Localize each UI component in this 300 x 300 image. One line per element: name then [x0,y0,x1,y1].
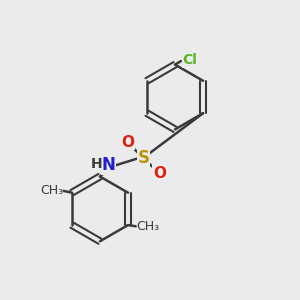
Text: N: N [102,156,116,174]
Text: S: S [137,149,149,167]
Text: O: O [121,134,134,149]
Text: CH₃: CH₃ [136,220,159,233]
Text: O: O [153,166,166,181]
Text: Cl: Cl [182,53,197,67]
Text: CH₃: CH₃ [40,184,64,197]
Text: H: H [90,157,102,171]
